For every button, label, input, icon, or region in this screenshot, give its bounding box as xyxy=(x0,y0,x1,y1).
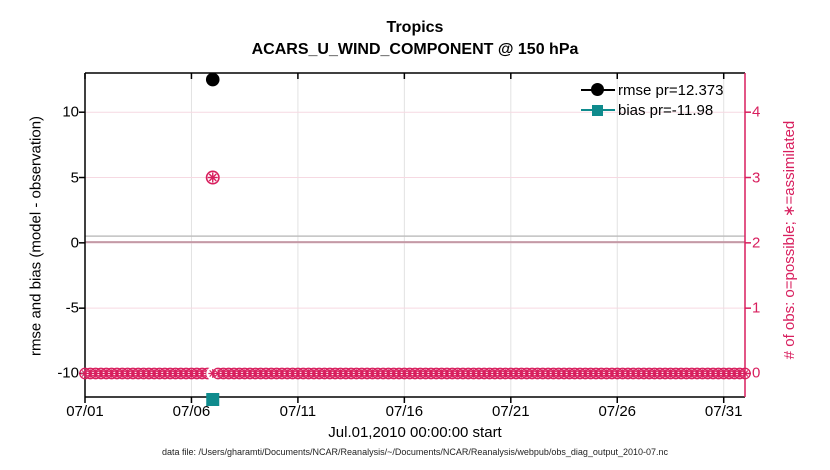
x-tick-label: 07/31 xyxy=(704,403,743,420)
right-tick-label: 2 xyxy=(752,234,761,252)
left-tick-label: 5 xyxy=(70,169,79,187)
right-tick-label: 3 xyxy=(752,169,761,187)
right-tick-label: 1 xyxy=(752,299,761,317)
x-tick-label: 07/01 xyxy=(66,403,104,420)
rmse-marker-icon xyxy=(581,83,615,97)
left-tick-label: -5 xyxy=(65,299,79,317)
plot-title: Tropics xyxy=(386,19,444,36)
plot-subtitle: ACARS_U_WIND_COMPONENT @ 150 hPa xyxy=(251,41,579,58)
left-y-axis-label: rmse and bias (model - observation) xyxy=(27,115,45,357)
legend-label-bias: bias pr=-11.98 xyxy=(618,101,714,119)
x-tick-label: 07/16 xyxy=(385,403,424,420)
x-tick-label: 07/26 xyxy=(598,403,637,420)
x-axis-label: Jul.01,2010 00:00:00 start xyxy=(328,424,502,441)
legend-item-bias: bias pr=-11.98 xyxy=(581,100,723,120)
left-tick-label: -10 xyxy=(57,364,79,382)
x-tick-label: 07/11 xyxy=(279,403,317,420)
left-tick-label: 0 xyxy=(70,234,79,252)
x-tick-label: 07/06 xyxy=(172,403,211,420)
left-tick-label: 10 xyxy=(62,103,79,121)
right-tick-label: 4 xyxy=(752,103,761,121)
x-tick-label: 07/21 xyxy=(492,403,530,420)
right-y-axis-label: # of obs: o=possible; ∗=assimilated xyxy=(781,120,798,360)
bias-marker-icon xyxy=(581,103,615,117)
legend: rmse pr=12.373 bias pr=-11.98 xyxy=(581,80,723,120)
right-tick-label: 0 xyxy=(752,364,761,382)
data-file-path: data file: /Users/gharamti/Documents/NCA… xyxy=(161,447,668,457)
legend-label-rmse: rmse pr=12.373 xyxy=(618,81,724,99)
legend-item-rmse: rmse pr=12.373 xyxy=(581,80,723,100)
